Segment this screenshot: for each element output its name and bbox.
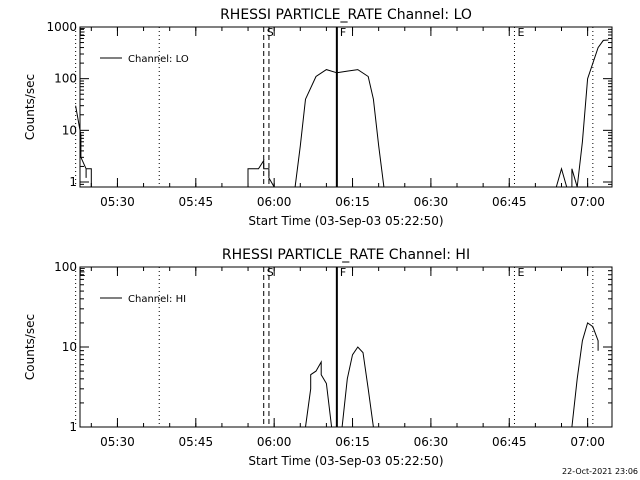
x-tick-label: 05:30: [100, 195, 135, 209]
y-tick-label: 100: [54, 72, 77, 86]
y-axis-label: Counts/sec: [23, 74, 37, 140]
x-axis-label: Start Time (03-Sep-03 05:22:50): [248, 214, 443, 228]
x-tick-label: 05:30: [100, 435, 135, 449]
y-tick-label: 1: [69, 175, 77, 189]
y-tick-label: 10: [62, 123, 77, 137]
event-marker-label: E: [517, 26, 524, 39]
x-tick-label: 07:00: [570, 435, 605, 449]
event-marker-label: E: [79, 266, 86, 279]
x-tick-label: 06:15: [335, 435, 370, 449]
plot-frame: [79, 266, 613, 428]
footer-timestamp: 22-Oct-2021 23:06: [562, 467, 638, 476]
event-marker-label: F: [340, 26, 346, 39]
plot-frame: [79, 26, 613, 188]
event-marker-label: E: [517, 266, 524, 279]
chart-panel-lo: RHESSI PARTICLE_RATE Channel: LO Start Ti…: [23, 7, 613, 228]
y-tick-label: 100: [54, 260, 77, 274]
chart-title: RHESSI PARTICLE_RATE Channel: LO: [220, 7, 472, 23]
event-marker-label: S: [267, 26, 274, 39]
x-tick-label: 07:00: [570, 195, 605, 209]
x-tick-label: 05:45: [179, 435, 214, 449]
chart-title: RHESSI PARTICLE_RATE Channel: HI: [222, 247, 470, 263]
legend-label: Channel: HI: [128, 294, 186, 305]
series-line: [305, 322, 599, 428]
y-tick-label: 1000: [46, 20, 77, 34]
x-tick-label: 06:00: [257, 435, 292, 449]
x-tick-label: 06:00: [257, 195, 292, 209]
x-tick-label: 05:45: [179, 195, 214, 209]
y-tick-label: 1: [69, 420, 77, 434]
chart-panel-hi: RHESSI PARTICLE_RATE Channel: HI Start Ti…: [23, 247, 613, 468]
x-tick-label: 06:30: [414, 195, 449, 209]
legend-label: Channel: LO: [128, 54, 189, 65]
y-axis-label: Counts/sec: [23, 314, 37, 380]
event-marker-label: S: [267, 266, 274, 279]
x-tick-label: 06:15: [335, 195, 370, 209]
event-marker-label: F: [340, 266, 346, 279]
x-tick-label: 06:45: [492, 195, 527, 209]
y-tick-label: 10: [62, 340, 77, 354]
x-axis-label: Start Time (03-Sep-03 05:22:50): [248, 454, 443, 468]
event-marker-label: E: [79, 26, 86, 39]
series-line: [75, 39, 609, 188]
x-tick-label: 06:45: [492, 435, 527, 449]
x-tick-label: 06:30: [414, 435, 449, 449]
